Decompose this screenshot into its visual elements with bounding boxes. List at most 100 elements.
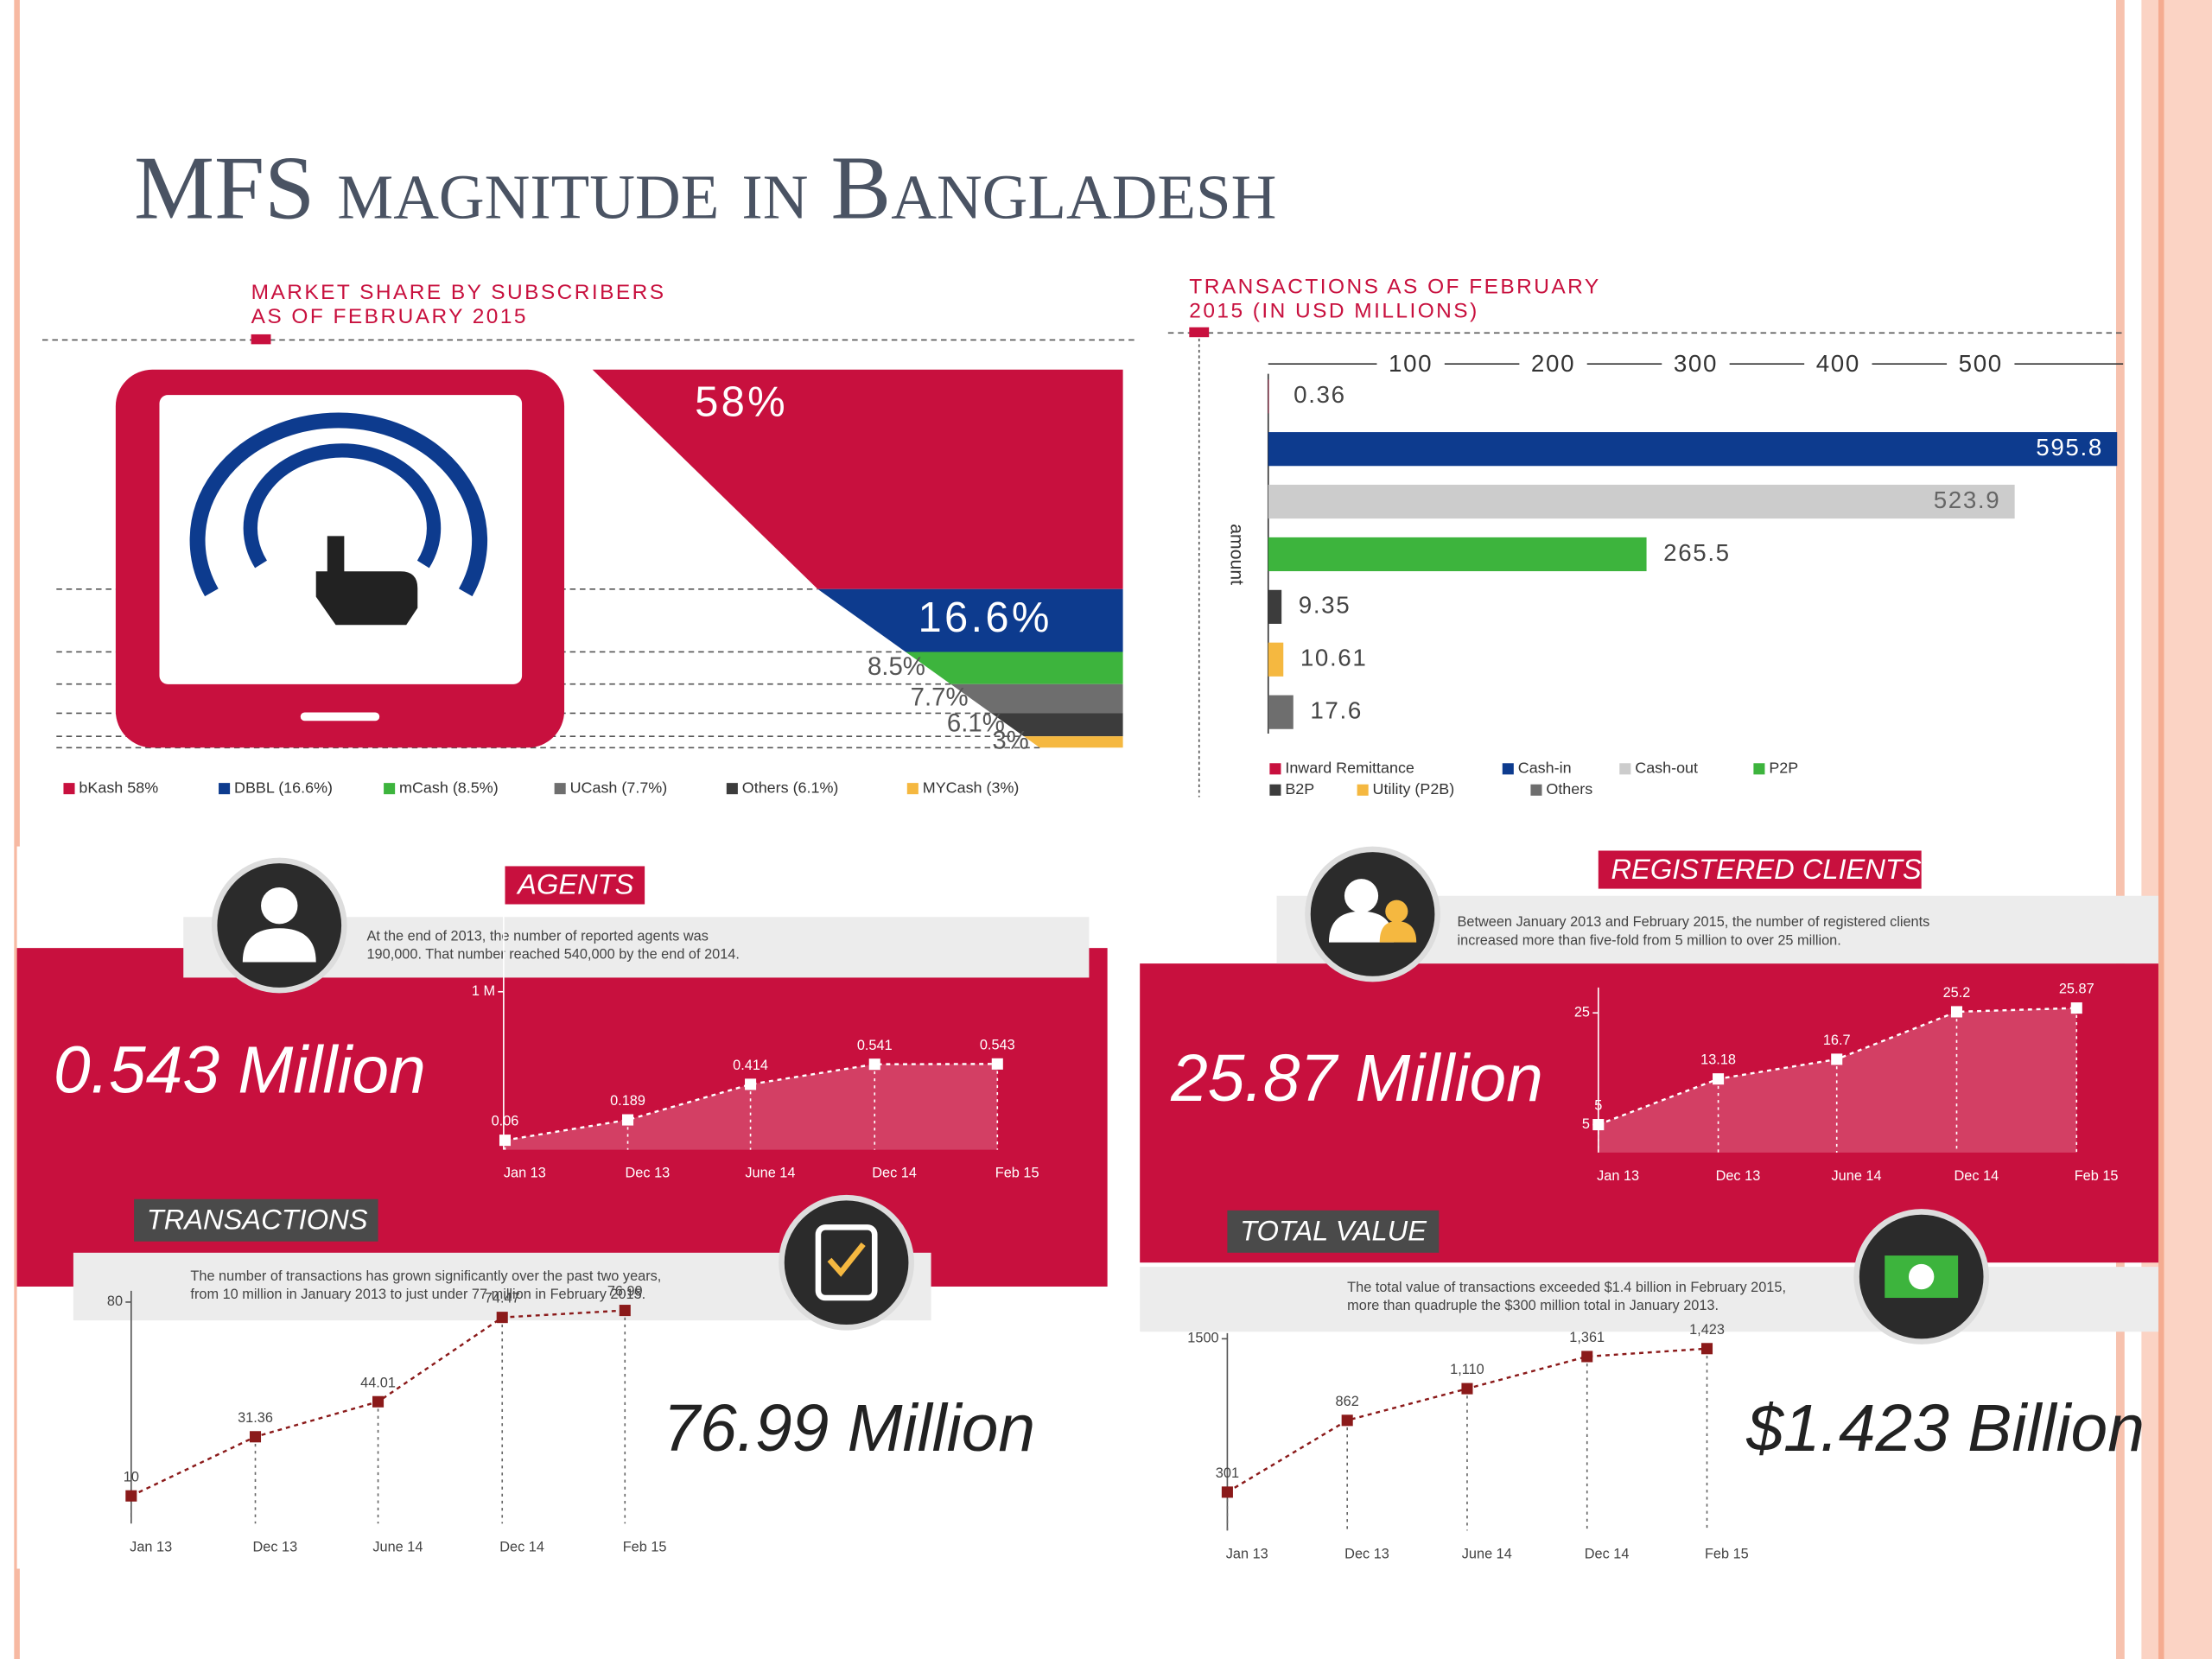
value-label: 301 xyxy=(1216,1465,1239,1481)
point xyxy=(1461,1382,1473,1395)
legend-swatch xyxy=(554,783,566,795)
bar xyxy=(1268,484,2015,519)
point xyxy=(1713,1073,1725,1085)
y-tick-label: 1 M xyxy=(472,983,495,999)
point xyxy=(499,1135,512,1147)
point xyxy=(125,1490,137,1502)
x-tick-label: Dec 13 xyxy=(1344,1546,1389,1561)
legend-label: Inward Remittance xyxy=(1285,760,1414,777)
point xyxy=(1341,1414,1353,1427)
bar xyxy=(1268,642,1284,677)
y-tick-label: 25 xyxy=(1574,1005,1590,1020)
axis-label: amount xyxy=(1227,524,1247,585)
legend-label: Cash-out xyxy=(1635,760,1698,777)
share-band xyxy=(817,588,1123,652)
legend-swatch xyxy=(1619,763,1631,775)
value-label: 16.7 xyxy=(1823,1033,1851,1048)
value-label: 58% xyxy=(695,379,788,426)
point xyxy=(745,1078,757,1090)
description: The total value of transactions exceeded… xyxy=(1347,1280,1786,1295)
x-tick-label: Feb 15 xyxy=(623,1539,667,1554)
description: from 10 million in January 2013 to just … xyxy=(190,1287,645,1302)
point xyxy=(1950,1006,1963,1018)
legend-swatch xyxy=(906,783,918,795)
wave-outer xyxy=(189,412,488,597)
left-stripe xyxy=(14,0,20,1659)
x-tick-label: June 14 xyxy=(1832,1168,1882,1184)
value-label: 10.61 xyxy=(1300,645,1368,671)
money-icon xyxy=(1853,1209,1990,1344)
point xyxy=(2070,1002,2082,1014)
value-label: 25.87 xyxy=(2059,982,2094,997)
tick-bg xyxy=(1376,353,1445,376)
x-tick-label: Jan 13 xyxy=(130,1539,172,1554)
legend-swatch xyxy=(1502,763,1514,775)
value-label: 8.5% xyxy=(868,652,925,681)
description: The number of transactions has grown sig… xyxy=(190,1268,661,1284)
value-label: 17.6 xyxy=(1310,696,1363,723)
x-tick-label: June 14 xyxy=(1462,1546,1512,1561)
legend-swatch xyxy=(384,783,396,795)
icon-body xyxy=(1328,911,1395,943)
legend-label: DBBL (16.6%) xyxy=(234,779,333,796)
legend-label: Others (6.1%) xyxy=(742,779,839,796)
x-tick-label: Feb 15 xyxy=(995,1166,1039,1181)
value-label: 76.99 xyxy=(607,1284,643,1300)
panel-title: AGENTS xyxy=(516,868,633,900)
value-label: 0.189 xyxy=(610,1093,645,1109)
chart-title: AS OF FEBRUARY 2015 xyxy=(251,305,528,328)
marker xyxy=(1189,327,1210,338)
value-label: 595.8 xyxy=(2036,434,2103,461)
tick-bg xyxy=(1804,353,1872,376)
title-box xyxy=(1598,850,1922,889)
y-tick-label: 5 xyxy=(1582,1116,1590,1132)
x-tick-label: Dec 14 xyxy=(872,1166,917,1181)
legend-label: mCash (8.5%) xyxy=(399,779,499,796)
value-label: 0.541 xyxy=(857,1038,893,1053)
icon-head xyxy=(1385,899,1408,923)
panel-title: TOTAL VALUE xyxy=(1240,1215,1427,1247)
bar xyxy=(1268,695,1294,729)
value-label: 862 xyxy=(1336,1394,1359,1409)
legend-swatch xyxy=(726,783,738,795)
bar xyxy=(1268,589,1282,624)
share-band xyxy=(950,683,1123,714)
value-label: 9.35 xyxy=(1299,592,1351,619)
title-box xyxy=(1227,1210,1440,1253)
phone-button xyxy=(300,712,380,721)
headline: $1.423 Billion xyxy=(1745,1392,2145,1465)
bar xyxy=(1268,379,1269,414)
x-tick-label: Dec 14 xyxy=(499,1539,544,1554)
x-tick-label: Jan 13 xyxy=(1597,1168,1639,1184)
x-tick-label: 500 xyxy=(1959,350,2003,377)
value-label: 31.36 xyxy=(238,1410,273,1426)
charts: 58% bKash 58% 16.6% DBBL (16.6%) 8.5% mCash (… xyxy=(54,350,2145,1561)
legend-swatch xyxy=(219,783,231,795)
line xyxy=(505,1063,998,1141)
legend-swatch xyxy=(63,783,75,795)
tick-bg xyxy=(1947,353,2015,376)
x-tick-label: 100 xyxy=(1389,350,1433,377)
value-label: 5 xyxy=(1594,1098,1602,1114)
right-stripe xyxy=(2115,0,2125,1659)
legend-label: Utility (P2B) xyxy=(1373,780,1455,798)
x-tick-label: Feb 15 xyxy=(1705,1546,1749,1561)
x-tick-label: Dec 13 xyxy=(1716,1168,1761,1184)
description: Between January 2013 and February 2015, … xyxy=(1458,914,1930,930)
legend-swatch xyxy=(1269,784,1281,796)
value-label: 6.1% xyxy=(947,709,1005,738)
icon-circle xyxy=(211,857,347,994)
x-tick-label: Dec 13 xyxy=(253,1539,298,1554)
bar xyxy=(1268,432,2118,467)
slide-title: MFS magnitude in Bangladesh xyxy=(134,138,1276,238)
x-tick-label: Dec 13 xyxy=(626,1166,671,1181)
value-label: 7.7% xyxy=(911,683,969,711)
x-tick-label: Jan 13 xyxy=(1226,1546,1268,1561)
value-label: 0.36 xyxy=(1294,381,1346,408)
point xyxy=(991,1058,1003,1070)
x-tick-label: 400 xyxy=(1816,350,1860,377)
value-label: 523.9 xyxy=(1934,486,2001,513)
hand-icon xyxy=(315,536,418,626)
legend-label: Others xyxy=(1546,780,1592,798)
